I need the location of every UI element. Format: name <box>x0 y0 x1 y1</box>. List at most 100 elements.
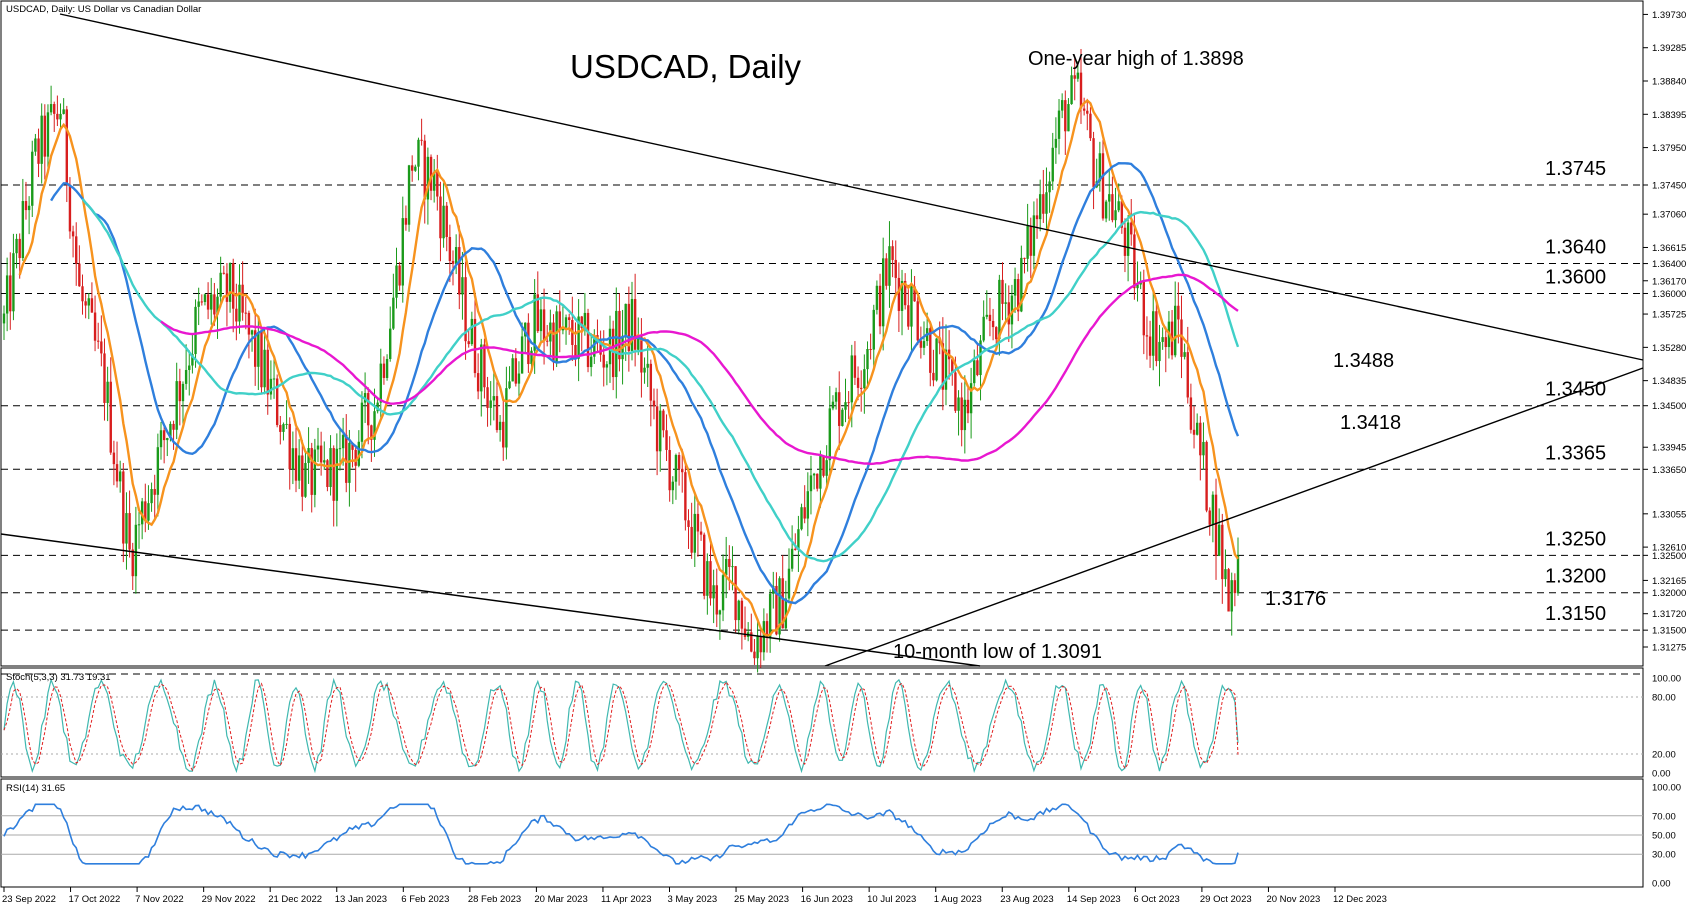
candle-body <box>1233 580 1237 594</box>
price-tick-label: 1.39730 <box>1652 10 1686 21</box>
candle-body <box>973 360 976 384</box>
candle-body <box>812 473 816 476</box>
candle-body <box>712 585 715 599</box>
candle-body <box>144 501 147 521</box>
candle-body <box>389 328 392 359</box>
candle-body <box>768 593 772 638</box>
level-label: 1.3640 <box>1545 237 1606 259</box>
candle-body <box>555 311 558 363</box>
candle-body <box>395 265 398 298</box>
candle-body <box>966 399 970 414</box>
candle-body <box>319 445 323 463</box>
candle-body <box>561 327 565 331</box>
candle-body <box>533 294 536 351</box>
candle-body <box>345 434 348 483</box>
candle-body <box>376 402 379 412</box>
candle-body <box>932 372 935 381</box>
price-tick-label: 1.33650 <box>1652 465 1686 476</box>
rsi-tick-label: 70.00 <box>1652 811 1676 822</box>
candle-body <box>332 448 335 501</box>
candle-body <box>511 358 514 382</box>
time-tick-label: 14 Sep 2023 <box>1067 894 1121 905</box>
annotation-high: One-year high of 1.3898 <box>1028 48 1244 70</box>
candle-body <box>546 340 549 342</box>
candle-body <box>235 308 238 322</box>
candle-body <box>734 566 737 621</box>
candle-body <box>941 343 945 390</box>
candle-body <box>624 303 627 336</box>
candle-body <box>800 507 803 530</box>
price-axis: 1.39730 1.39285 1.38840 1.38395 1.37950 1.374… <box>1643 10 1686 653</box>
candle-body <box>357 441 361 466</box>
candle-body <box>90 298 94 313</box>
candle-body <box>1155 311 1158 362</box>
candle-body <box>872 309 875 350</box>
rsi-indicator: 100.00 70.00 50.00 30.00 0.00 <box>1 783 1681 890</box>
candle-body <box>1230 580 1233 612</box>
candle-body <box>304 462 307 497</box>
candle-body <box>125 513 128 544</box>
candle-body <box>508 381 511 389</box>
candle-body <box>93 312 97 341</box>
time-tick-label: 12 Dec 2023 <box>1333 894 1387 905</box>
candle-body <box>1079 72 1083 109</box>
candle-body <box>59 113 62 120</box>
price-tick-label: 1.33055 <box>1652 509 1686 520</box>
candle-body <box>486 387 489 408</box>
candle-body <box>1180 319 1183 357</box>
candle-body <box>78 263 81 287</box>
candle-body <box>338 448 342 450</box>
main-header: USDCAD, Daily: US Dollar vs Canadian Dol… <box>6 4 201 15</box>
candle-body <box>458 247 461 295</box>
price-tick-label: 1.31720 <box>1652 609 1686 620</box>
candle-body <box>370 425 373 440</box>
candle-body <box>1038 194 1042 220</box>
candle-body <box>520 336 524 374</box>
candle-body <box>1211 494 1215 525</box>
candle-body <box>1208 510 1211 525</box>
price-tick-label: 1.36400 <box>1652 259 1686 270</box>
candle-body <box>228 263 232 302</box>
candle-body <box>910 286 913 327</box>
candle-body <box>517 373 521 384</box>
trend-lines <box>0 13 1644 667</box>
time-tick-label: 6 Oct 2023 <box>1133 894 1179 905</box>
candle-body <box>1092 138 1095 188</box>
candle-body <box>860 387 863 389</box>
candle-body <box>53 104 56 114</box>
candle-body <box>662 410 665 431</box>
candle-body <box>131 549 134 577</box>
candle-body <box>448 237 452 261</box>
candle-body <box>684 472 687 521</box>
candle-body <box>62 109 65 114</box>
candle-body <box>244 312 247 314</box>
time-tick-label: 10 Jul 2023 <box>867 894 916 905</box>
candle-body <box>156 447 160 495</box>
candle-body <box>706 561 709 596</box>
time-tick-label: 20 Mar 2023 <box>534 894 587 905</box>
candle-body <box>495 396 499 431</box>
candle-body <box>668 449 671 491</box>
price-tick-label: 1.32500 <box>1652 551 1686 562</box>
candle-body <box>241 284 244 313</box>
candle-body <box>665 430 668 450</box>
candle-body <box>1111 194 1114 221</box>
annotation-recent-low: 1.3176 <box>1265 588 1326 610</box>
candle-body <box>1148 336 1152 356</box>
candle-body <box>122 471 125 544</box>
candle-body <box>423 140 426 200</box>
candle-body <box>724 558 728 576</box>
candle-body <box>159 430 163 448</box>
candle-body <box>1007 302 1010 325</box>
candle-body <box>382 363 386 378</box>
candle-body <box>1020 257 1023 312</box>
candle-body <box>326 460 329 487</box>
candle-body <box>147 503 150 521</box>
candle-body <box>351 442 354 450</box>
candle-body <box>1217 524 1221 556</box>
candle-body <box>659 410 662 452</box>
candle-body <box>954 372 957 411</box>
candle-body <box>797 529 800 550</box>
candle-body <box>502 421 505 448</box>
candle-body <box>1101 153 1105 219</box>
